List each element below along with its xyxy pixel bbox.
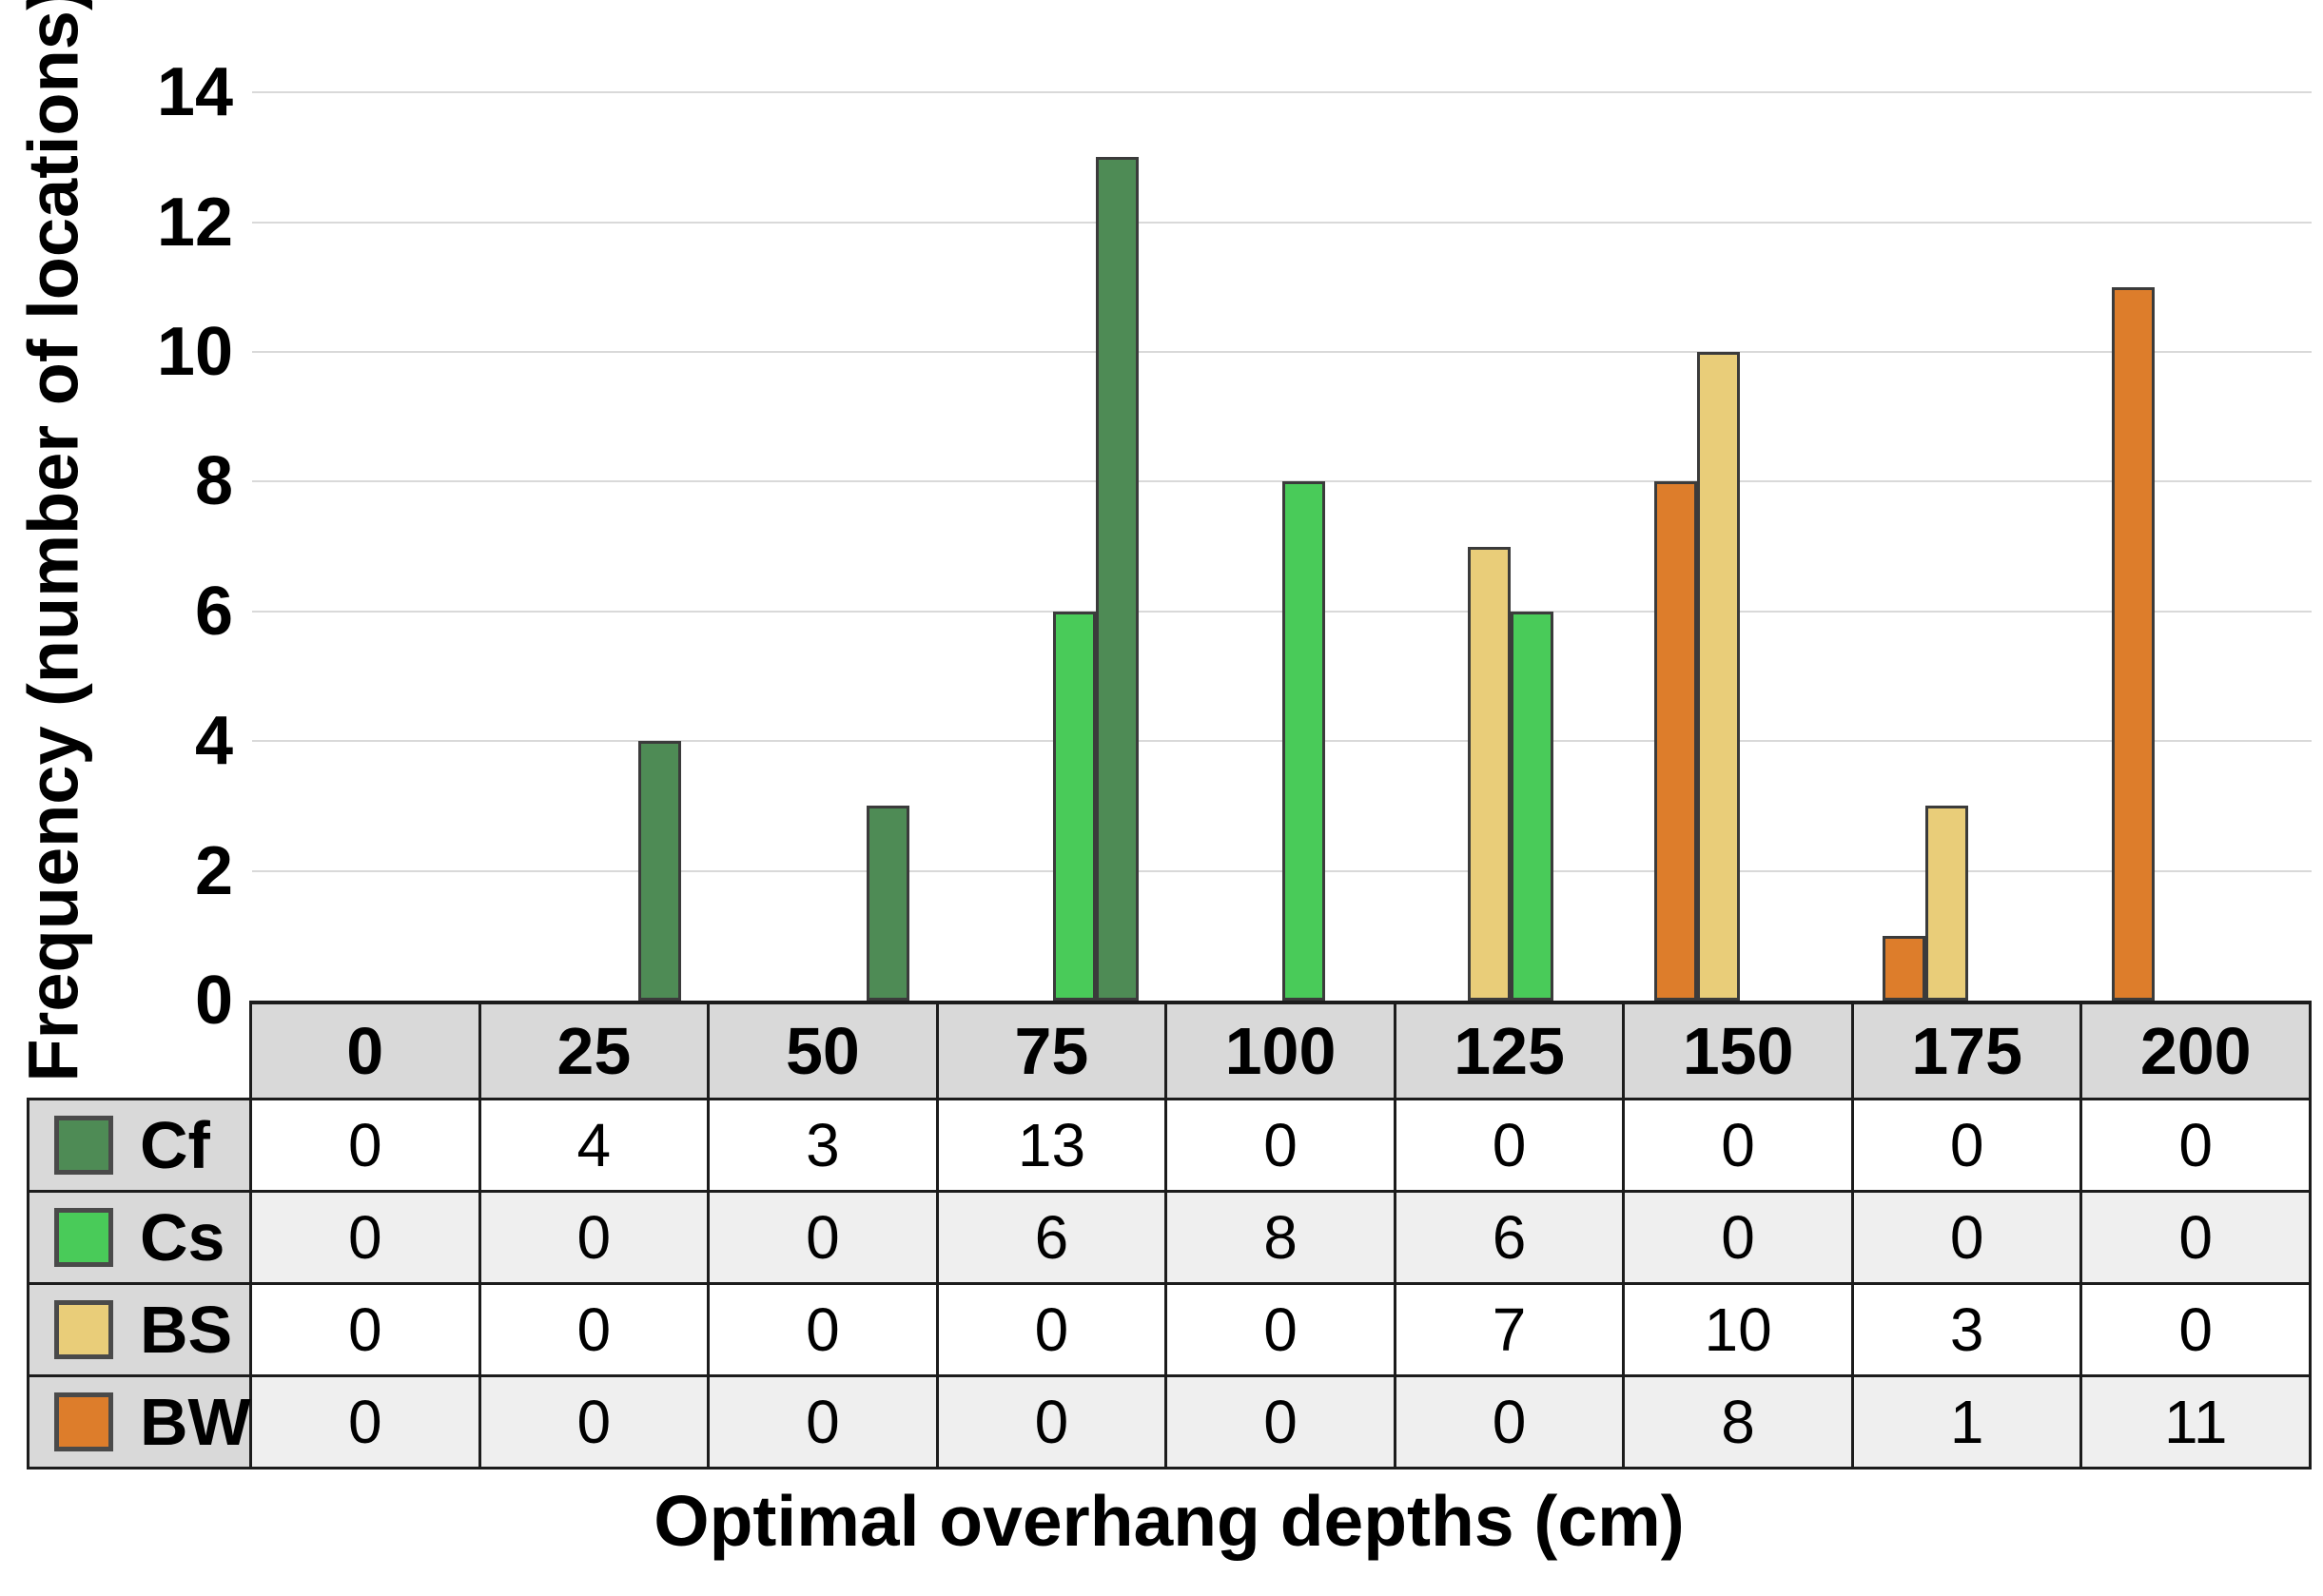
cell-Cf-25: 4 [480,1100,711,1193]
legend-label-BS: BS [140,1293,233,1367]
bar-Cf-50 [867,806,910,1001]
legend-swatch-Cf [54,1116,113,1175]
cell-BS-125: 7 [1396,1285,1626,1377]
cell-BS-0: 0 [252,1285,481,1377]
header-cell-25: 25 [480,1001,711,1100]
bar-Cs-100 [1281,481,1325,1001]
gridline-y-8 [252,480,2312,483]
legend-label-BW: BW [140,1385,251,1459]
gridline-y-14 [252,91,2312,94]
legend-swatch-BS [54,1300,113,1359]
cell-BW-25: 0 [480,1377,711,1469]
legend-Cf: Cf [27,1100,252,1193]
cell-BW-0: 0 [252,1377,481,1469]
plot-area [252,0,2312,1001]
gridline-y-12 [252,221,2312,224]
bar-Cf-25 [637,741,681,1001]
cell-Cs-200: 0 [2082,1193,2312,1285]
bar-BS-175 [1925,806,1969,1001]
y-tick-label-4: 4 [194,703,233,780]
cell-Cs-0: 0 [252,1193,481,1285]
cell-BS-200: 0 [2082,1285,2312,1377]
cell-BW-150: 8 [1625,1377,1854,1469]
cell-BS-50: 0 [710,1285,939,1377]
cell-Cf-150: 0 [1625,1100,1854,1193]
cell-BS-175: 3 [1853,1285,2083,1377]
y-axis-title: Frequency (number of locations) [13,0,93,1082]
legend-label-Cs: Cs [140,1200,225,1275]
frequency-table: 0 25 50 75 100 125 150 175 200 Cf 0 4 3 13 0 0 0 0 0 Cs 0 0 0 6… [27,1001,2312,1469]
cell-Cs-25: 0 [480,1193,711,1285]
bar-Cf-75 [1095,157,1139,1001]
cell-Cf-0: 0 [252,1100,481,1193]
legend-label-Cf: Cf [140,1108,210,1182]
header-cell-125: 125 [1396,1001,1626,1100]
y-tick-label-14: 14 [156,54,233,131]
cell-Cs-125: 6 [1396,1193,1626,1285]
cell-BW-75: 0 [938,1377,1168,1469]
legend-Cs: Cs [27,1193,252,1285]
cell-Cs-100: 8 [1167,1193,1396,1285]
cell-BW-200: 11 [2082,1377,2312,1469]
cell-BW-125: 0 [1396,1377,1626,1469]
y-tick-label-12: 12 [156,184,233,261]
cell-BW-50: 0 [710,1377,939,1469]
cell-Cf-125: 0 [1396,1100,1626,1193]
header-cell-0: 0 [252,1001,481,1100]
legend-swatch-BW [54,1392,113,1451]
table-corner-spacer [27,1001,252,1100]
bar-BW-150 [1653,481,1697,1001]
bar-BW-200 [2111,286,2155,1001]
cell-Cs-150: 0 [1625,1193,1854,1285]
bar-BS-150 [1696,352,1740,1001]
bar-BW-175 [1883,935,1926,1001]
cell-Cf-50: 3 [710,1100,939,1193]
cell-Cf-200: 0 [2082,1100,2312,1193]
bar-Cs-75 [1052,611,1096,1001]
header-cell-100: 100 [1167,1001,1396,1100]
legend-BW: BW [27,1377,252,1469]
header-cell-75: 75 [938,1001,1168,1100]
gridline-y-10 [252,351,2312,353]
cell-Cf-100: 0 [1167,1100,1396,1193]
legend-BS: BS [27,1285,252,1377]
cell-Cf-75: 13 [938,1100,1168,1193]
header-cell-175: 175 [1853,1001,2083,1100]
cell-Cs-175: 0 [1853,1193,2083,1285]
y-tick-label-2: 2 [194,832,233,909]
cell-BS-25: 0 [480,1285,711,1377]
y-tick-label-10: 10 [156,314,233,390]
cell-BS-100: 0 [1167,1285,1396,1377]
y-tick-label-8: 8 [194,443,233,520]
cell-Cs-50: 0 [710,1193,939,1285]
cell-Cf-175: 0 [1853,1100,2083,1193]
legend-swatch-Cs [54,1208,113,1267]
cell-BW-100: 0 [1167,1377,1396,1469]
header-cell-200: 200 [2082,1001,2312,1100]
y-tick-label-6: 6 [194,573,233,650]
cell-BS-150: 10 [1625,1285,1854,1377]
header-cell-150: 150 [1625,1001,1854,1100]
bar-BS-125 [1468,546,1512,1001]
cell-BW-175: 1 [1853,1377,2083,1469]
header-cell-50: 50 [710,1001,939,1100]
cell-Cs-75: 6 [938,1193,1168,1285]
bar-Cs-125 [1511,611,1554,1001]
y-tick-label-0: 0 [194,963,233,1039]
cell-BS-75: 0 [938,1285,1168,1377]
x-axis-title: Optimal overhang depths (cm) [654,1481,1685,1561]
